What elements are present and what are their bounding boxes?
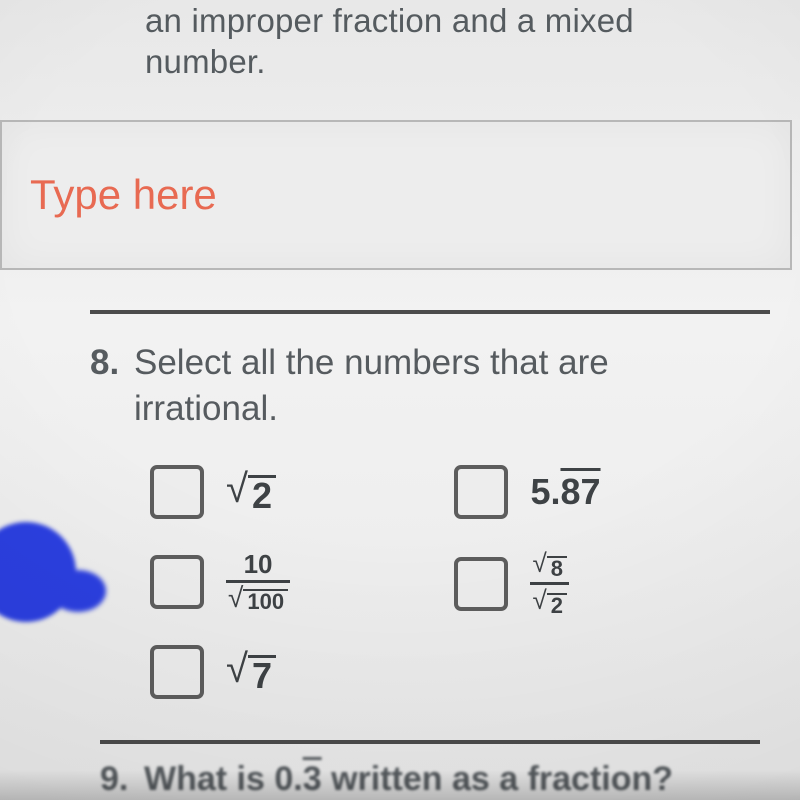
q8-prompt-line2: irrational.: [134, 389, 278, 428]
answer-input[interactable]: Type here: [0, 120, 792, 270]
checkbox-icon[interactable]: [150, 465, 204, 519]
checkbox-icon[interactable]: [454, 557, 508, 611]
q9-text-prefix: What is 0.: [144, 760, 303, 798]
checkbox-icon[interactable]: [150, 645, 204, 699]
q8-prompt-line1: Select all the numbers that are: [134, 343, 609, 382]
option-5point87repeating[interactable]: 5.87: [454, 460, 714, 524]
annotation-marker-icon: [0, 522, 76, 622]
option-sqrt8-over-sqrt2[interactable]: √8 √2: [454, 550, 714, 617]
q9-number: 9.: [100, 760, 144, 799]
question-8: 8.Select all the numbers that are irrati…: [90, 340, 760, 431]
q9-text-suffix: written as a fraction?: [322, 760, 673, 798]
q9-repeat-digit: 3: [303, 760, 322, 798]
checkbox-icon[interactable]: [150, 555, 204, 609]
q8-options: √2 10 √100 √7: [150, 460, 740, 730]
option-sqrt7[interactable]: √7: [150, 640, 450, 704]
answer-input-placeholder: Type here: [30, 171, 217, 219]
option-sqrt8-over-sqrt2-math: √8 √2: [530, 550, 569, 617]
q8-number: 8.: [90, 340, 134, 386]
question-divider-bottom: [100, 740, 760, 744]
option-5point87repeating-math: 5.87: [530, 471, 600, 513]
option-10-over-sqrt100-math: 10 √100: [226, 551, 290, 613]
prev-line-1: an improper fraction and a mixed: [145, 2, 634, 39]
option-10-over-sqrt100[interactable]: 10 √100: [150, 550, 450, 614]
previous-question-tail: an improper fraction and a mixed number.: [145, 0, 740, 83]
checkbox-icon[interactable]: [454, 465, 508, 519]
question-divider-top: [90, 310, 770, 314]
option-sqrt2[interactable]: √2: [150, 460, 450, 524]
prev-line-2: number.: [145, 43, 266, 80]
worksheet-screenshot: an improper fraction and a mixed number.…: [0, 0, 800, 800]
option-sqrt7-math: √7: [226, 651, 276, 694]
question-9-partial: 9.What is 0.3 written as a fraction?: [100, 760, 760, 799]
option-sqrt2-math: √2: [226, 471, 276, 514]
